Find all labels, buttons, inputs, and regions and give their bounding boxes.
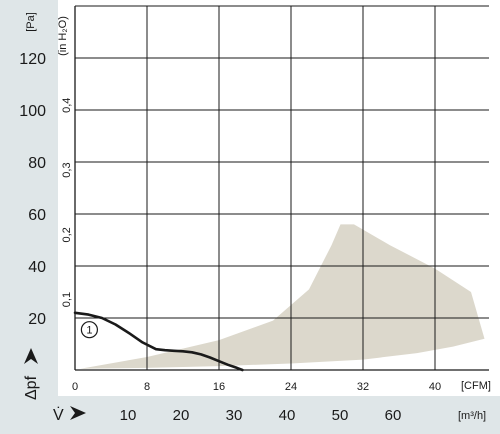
x-tick-label-m3h: 10 — [120, 407, 137, 424]
grid-layer — [74, 5, 489, 371]
x-tick-label-m3h: 60 — [385, 407, 402, 424]
x-axis-cfm-unit-label: [CFM] — [461, 380, 491, 392]
curve-layer: 1 — [73, 311, 244, 372]
labels-layer: 20 40 60 80 100 120 0,1 0,2 0,3 0,4 0 8 16 24 32 40 10 20… — [19, 51, 441, 424]
operating-area-layer — [80, 224, 485, 369]
x-tick-label-m3h: 20 — [173, 407, 190, 424]
y-tick-label: 100 — [19, 103, 46, 120]
y-axis-secondary-unit-label: (in H₂O) — [57, 16, 69, 56]
y-secondary-tick-label: 0,4 — [61, 98, 73, 113]
x-axis-arrow-icon — [70, 406, 86, 420]
x-tick-label-cfm: 24 — [285, 381, 297, 393]
y-secondary-tick-label: 0,2 — [61, 227, 73, 242]
y-axis-arrow-icon — [24, 348, 38, 364]
chart-panel-left — [0, 0, 58, 434]
series-curve — [73, 311, 244, 372]
y-tick-label: 40 — [28, 259, 46, 276]
y-tick-label: 20 — [28, 311, 46, 328]
x-tick-label-m3h: 40 — [279, 407, 296, 424]
series-marker-circle — [80, 321, 99, 339]
y-axis-symbol: Δpf — [23, 375, 40, 400]
chart-panel-bottom — [0, 396, 500, 434]
x-tick-label-cfm: 40 — [429, 381, 441, 393]
y-tick-label: 80 — [28, 155, 46, 172]
x-tick-label-cfm: 16 — [213, 381, 225, 393]
x-tick-label-m3h: 30 — [226, 407, 243, 424]
x-axis-m3h-unit-label: [m³/h] — [458, 410, 486, 422]
x-tick-label-cfm: 8 — [144, 381, 150, 393]
x-tick-label-m3h: 50 — [332, 407, 349, 424]
x-axis-symbol: V̇ — [53, 406, 64, 424]
y-secondary-tick-label: 0,1 — [61, 292, 73, 307]
operating-area — [80, 224, 485, 369]
series-marker-label: 1 — [86, 325, 92, 337]
y-tick-label: 60 — [28, 207, 46, 224]
y-tick-label: 120 — [19, 51, 46, 68]
y-axis-unit-label: [Pa] — [25, 12, 37, 32]
y-secondary-tick-label: 0,3 — [61, 162, 73, 177]
x-tick-label-cfm: 0 — [72, 381, 78, 393]
x-tick-label-cfm: 32 — [357, 381, 369, 393]
